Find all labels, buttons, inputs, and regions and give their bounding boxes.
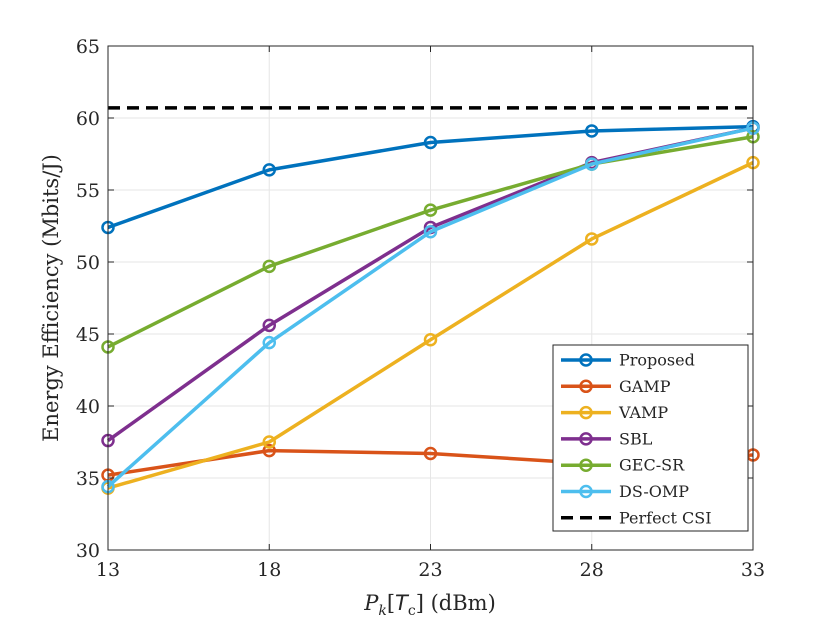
x-tick-label: 13 — [96, 559, 120, 581]
legend-marker-vamp — [579, 405, 593, 420]
legend-label-perfect-csi: Perfect CSI — [619, 508, 712, 527]
data-point-proposed — [423, 135, 438, 150]
series-layer — [101, 106, 760, 495]
x-axis-label: Pk[Tc] (dBm) — [363, 591, 496, 619]
legend-item-gamp: GAMP — [561, 377, 671, 396]
x-tick-label: 23 — [418, 559, 442, 581]
y-axis-label: Energy Efficiency (Mbits/J) — [39, 154, 63, 442]
y-tick-label: 65 — [76, 36, 100, 58]
data-point-proposed — [585, 124, 599, 138]
data-point-gec-sr — [262, 259, 276, 274]
y-tick-label: 50 — [76, 252, 100, 274]
y-tick-label: 30 — [76, 540, 100, 562]
axis-ticks: 13 18 23 28 33 30 35 40 45 50 55 60 65 — [76, 36, 765, 581]
legend-item-ds-omp: DS-OMP — [561, 482, 689, 501]
series-line-vamp — [107, 161, 754, 490]
y-tick-label: 35 — [76, 468, 100, 490]
legend-label-proposed: Proposed — [619, 351, 695, 370]
legend-item-gec-sr: GEC-SR — [561, 456, 685, 475]
legend-item-vamp: VAMP — [561, 403, 668, 422]
x-tick-label: 18 — [257, 559, 281, 581]
legend-item-proposed: Proposed — [561, 351, 695, 370]
x-tick-label: 28 — [580, 559, 604, 581]
y-tick-label: 40 — [76, 396, 100, 418]
data-point-gamp — [423, 446, 438, 461]
legend: Proposed GAMP VAMP SBL GEC-SR DS-OMP Perfect C… — [552, 344, 749, 532]
data-point-vamp — [423, 333, 438, 347]
y-tick-label: 60 — [76, 108, 100, 130]
series-line-ds-omp — [106, 126, 754, 488]
data-point-ds-omp — [262, 335, 276, 350]
series-line-gec-sr — [107, 134, 754, 349]
legend-item-sbl: SBL — [561, 429, 653, 448]
data-point-ds-omp — [423, 225, 438, 239]
data-point-vamp — [585, 232, 599, 246]
legend-marker-gec-sr — [579, 458, 593, 472]
data-point-vamp — [262, 435, 276, 449]
legend-label-gec-sr: GEC-SR — [619, 456, 685, 475]
legend-marker-proposed — [579, 353, 593, 367]
data-point-ds-omp — [585, 157, 599, 171]
data-point-sbl — [262, 318, 276, 333]
legend-label-vamp: VAMP — [618, 403, 668, 422]
x-tick-label: 33 — [741, 559, 765, 581]
y-tick-label: 45 — [76, 324, 100, 346]
legend-marker-gamp — [579, 379, 593, 394]
legend-marker-sbl — [579, 432, 593, 446]
series-line-proposed — [107, 124, 754, 230]
data-point-proposed — [262, 163, 276, 177]
legend-label-ds-omp: DS-OMP — [619, 482, 689, 501]
y-tick-label: 55 — [76, 180, 100, 202]
legend-item-perfect-csi: Perfect CSI — [561, 508, 712, 527]
data-point-gamp — [262, 443, 276, 458]
legend-marker-ds-omp — [579, 484, 593, 499]
legend-label-gamp: GAMP — [619, 377, 671, 396]
legend-label-sbl: SBL — [619, 429, 653, 448]
data-point-gec-sr — [423, 203, 438, 217]
